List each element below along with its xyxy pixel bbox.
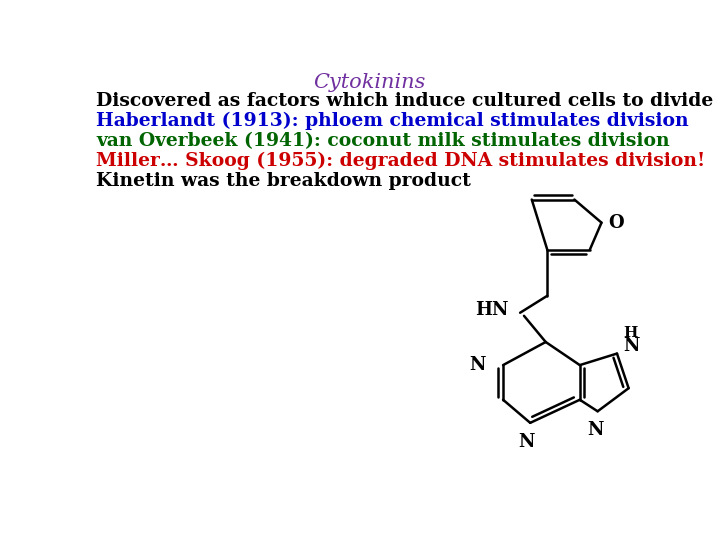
Text: Kinetin was the breakdown product: Kinetin was the breakdown product [96,172,471,190]
Text: Cytokinins: Cytokinins [312,72,426,91]
Text: O: O [608,214,624,232]
Text: N: N [587,421,603,440]
Text: N: N [518,433,534,451]
Text: H: H [624,326,638,340]
Text: N: N [624,337,639,355]
Text: van Overbeek (1941): coconut milk stimulates division: van Overbeek (1941): coconut milk stimul… [96,132,670,150]
Text: HN: HN [475,301,508,319]
Text: N: N [469,356,485,374]
Text: Discovered as factors which induce cultured cells to divide: Discovered as factors which induce cultu… [96,92,714,110]
Text: Miller… Skoog (1955): degraded DNA stimulates division!: Miller… Skoog (1955): degraded DNA stimu… [96,152,706,170]
Text: Haberlandt (1913): phloem chemical stimulates division: Haberlandt (1913): phloem chemical stimu… [96,112,689,130]
